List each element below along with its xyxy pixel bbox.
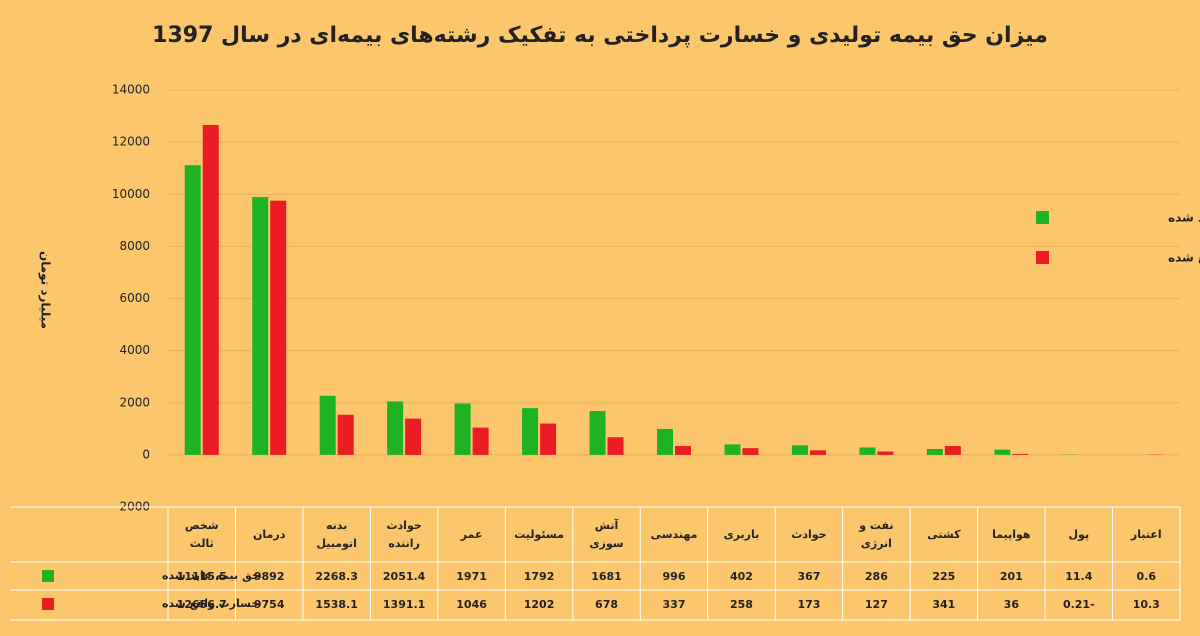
table-value: 9754 xyxy=(253,597,285,611)
y-tick-label: 8000 xyxy=(119,239,150,253)
bar xyxy=(791,445,808,455)
table-value: 1538.1 xyxy=(315,597,358,611)
table-value: 1391.1 xyxy=(382,597,426,611)
legend-swatch xyxy=(1036,251,1049,264)
table-value: 10.3 xyxy=(1132,597,1160,611)
category-label: مسئولیت xyxy=(514,528,564,542)
legend-label: حق بیمه عاید شده xyxy=(1168,211,1200,225)
table-value: 36 xyxy=(1003,597,1019,611)
table-value: 9892 xyxy=(253,569,285,583)
table-value: 1202 xyxy=(523,597,555,611)
table-value: 402 xyxy=(729,569,753,583)
table-value: 2051.4 xyxy=(382,569,426,583)
bar xyxy=(859,447,876,455)
category-label: شخص ثالث xyxy=(184,519,219,550)
bar xyxy=(454,403,471,455)
bar xyxy=(319,395,336,455)
bar xyxy=(337,414,354,455)
table-value: 225 xyxy=(932,569,956,583)
category-label: مهندسی xyxy=(650,528,698,542)
bar xyxy=(1012,453,1029,455)
legend-swatch xyxy=(1036,211,1049,224)
y-tick-label: 14000 xyxy=(112,83,150,97)
legend-label: خسارت واقع شده xyxy=(1168,251,1200,266)
bar xyxy=(877,451,894,455)
table-value: 11115.5 xyxy=(176,569,227,583)
chart-title: میزان حق بیمه تولیدی و خسارت پرداختی به … xyxy=(152,23,1048,48)
bar xyxy=(809,450,826,455)
table-value: 1971 xyxy=(456,569,487,583)
table-value: 286 xyxy=(864,569,888,583)
category-label: اعتبار xyxy=(1130,528,1162,542)
y-tick-label: 12000 xyxy=(112,135,150,149)
table-value: -0.21 xyxy=(1062,597,1095,611)
bar xyxy=(405,418,422,455)
category-label: حوادث xyxy=(791,528,827,542)
category-label: پول xyxy=(1068,528,1090,542)
category-label: هواپیما xyxy=(992,528,1031,542)
y-axis-label: میلیارد تومان xyxy=(38,251,53,329)
category-label: حوادث راننده xyxy=(386,519,422,550)
table-value: 1681 xyxy=(591,569,622,583)
table-value: 678 xyxy=(595,597,619,611)
bar xyxy=(202,125,219,455)
y-tick-label: 4000 xyxy=(119,343,150,357)
table-value: 367 xyxy=(797,569,821,583)
bar xyxy=(472,427,489,455)
bar xyxy=(742,448,759,455)
y-tick-label: 2000 xyxy=(119,395,150,409)
table-value: 258 xyxy=(729,597,753,611)
bar xyxy=(944,445,961,455)
legend-label: خسارت واقع شده xyxy=(162,597,259,610)
bar xyxy=(387,401,404,455)
table-value: 201 xyxy=(999,569,1023,583)
bar xyxy=(184,165,201,455)
table-value: 12656.7 xyxy=(176,597,227,611)
legend-label: حق بیمه عاید شده xyxy=(162,569,260,582)
category-label: درمان xyxy=(253,528,286,542)
bar xyxy=(522,408,539,455)
table-value: 2268.3 xyxy=(315,569,358,583)
y-tick-label: 10000 xyxy=(112,187,150,201)
bar xyxy=(540,423,557,455)
category-label: نفت و انرژی xyxy=(859,519,894,550)
table-value: 1792 xyxy=(523,569,555,583)
bar xyxy=(607,437,624,455)
bar xyxy=(724,444,741,455)
y-tick-label: 6000 xyxy=(119,291,150,305)
table-value: 1046 xyxy=(456,597,487,611)
bar xyxy=(994,449,1011,455)
legend-swatch xyxy=(42,570,54,582)
bar xyxy=(589,411,606,455)
table-value: 996 xyxy=(662,569,686,583)
bar xyxy=(252,197,269,455)
category-label: باربری xyxy=(723,528,760,542)
bar xyxy=(657,428,673,455)
table-value: 337 xyxy=(662,597,686,611)
category-label: آتش سوزی xyxy=(589,519,624,550)
legend-swatch xyxy=(42,598,54,610)
table-value: 341 xyxy=(932,597,956,611)
table-value: 0.6 xyxy=(1136,569,1157,583)
table-value: 11.4 xyxy=(1065,569,1093,583)
category-label: کشتی xyxy=(927,528,961,542)
table-value: 173 xyxy=(797,597,821,611)
category-label: بدنه اتومبیل xyxy=(316,519,357,550)
bar xyxy=(270,200,287,455)
table-value: 127 xyxy=(864,597,888,611)
category-label: عمر xyxy=(460,528,483,542)
bar xyxy=(926,449,943,455)
bar xyxy=(675,446,691,455)
y-tick-label: 0 xyxy=(142,447,150,461)
